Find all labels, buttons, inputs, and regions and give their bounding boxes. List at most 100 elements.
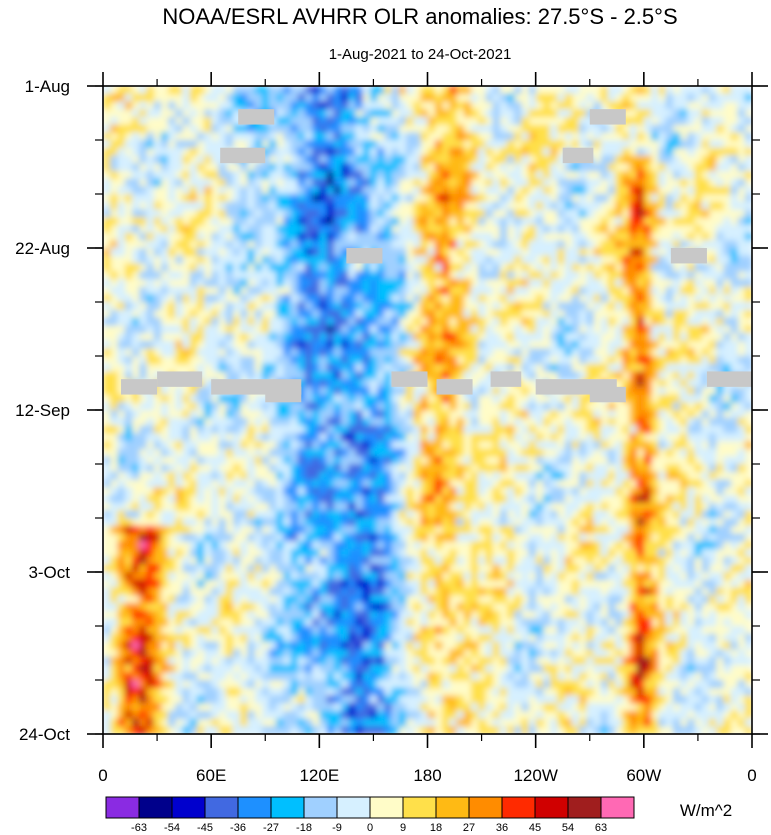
anomaly-cell	[203, 186, 212, 195]
anomaly-cell	[326, 194, 335, 203]
anomaly-cell	[463, 286, 472, 295]
anomaly-cell	[485, 140, 493, 149]
anomaly-cell	[203, 394, 212, 403]
anomaly-cell	[167, 224, 176, 234]
anomaly-cell	[665, 348, 674, 357]
anomaly-cell	[304, 494, 313, 504]
anomaly-cell	[441, 410, 450, 419]
anomaly-cell	[643, 394, 652, 403]
anomaly-cell	[622, 610, 631, 619]
anomaly-cell	[506, 579, 515, 589]
anomaly-cell	[398, 147, 407, 157]
anomaly-cell	[506, 278, 515, 288]
anomaly-cell	[254, 309, 263, 319]
anomaly-cell	[499, 317, 508, 326]
anomaly-cell	[240, 194, 248, 203]
anomaly-cell	[730, 186, 739, 195]
anomaly-cell	[701, 533, 710, 542]
anomaly-cell	[636, 340, 645, 349]
anomaly-cell	[312, 93, 320, 103]
anomaly-cell	[687, 170, 695, 180]
anomaly-cell	[420, 86, 429, 95]
anomaly-cell	[369, 641, 378, 650]
anomaly-cell	[131, 626, 140, 635]
anomaly-cell	[600, 618, 609, 627]
anomaly-cell	[261, 232, 270, 241]
anomaly-cell	[247, 232, 256, 241]
anomaly-cell	[413, 224, 421, 234]
anomaly-cell	[117, 332, 126, 342]
anomaly-cell	[333, 109, 342, 118]
anomaly-cell	[203, 140, 212, 149]
anomaly-cell	[427, 224, 436, 234]
anomaly-cell	[146, 502, 155, 511]
anomaly-cell	[521, 602, 530, 612]
anomaly-cell	[708, 456, 717, 465]
anomaly-cell	[643, 201, 652, 211]
anomaly-cell	[499, 286, 508, 295]
anomaly-cell	[485, 93, 493, 103]
anomaly-cell	[355, 602, 364, 612]
anomaly-cell	[276, 309, 284, 319]
anomaly-cell	[658, 556, 667, 565]
anomaly-cell	[586, 263, 594, 272]
anomaly-cell	[182, 332, 191, 342]
anomaly-cell	[225, 533, 234, 542]
anomaly-cell	[420, 494, 429, 504]
anomaly-cell	[434, 325, 443, 334]
anomaly-cell	[434, 479, 443, 488]
anomaly-cell	[304, 487, 313, 496]
anomaly-cell	[110, 494, 119, 504]
anomaly-cell	[405, 286, 414, 295]
anomaly-cell	[441, 255, 450, 265]
anomaly-cell	[470, 93, 479, 103]
anomaly-cell	[355, 209, 364, 218]
anomaly-cell	[405, 109, 414, 118]
anomaly-cell	[319, 471, 328, 481]
anomaly-cell	[355, 317, 364, 326]
anomaly-cell	[103, 217, 111, 226]
anomaly-cell	[715, 325, 724, 334]
anomaly-cell	[643, 618, 652, 627]
anomaly-cell	[485, 525, 493, 535]
anomaly-cell	[189, 394, 198, 403]
anomaly-cell	[276, 487, 284, 496]
anomaly-cell	[290, 93, 299, 103]
anomaly-cell	[420, 93, 429, 103]
anomaly-cell	[384, 417, 393, 427]
anomaly-cell	[600, 641, 609, 650]
anomaly-cell	[470, 556, 479, 565]
anomaly-cell	[348, 479, 356, 488]
anomaly-cell	[297, 240, 306, 249]
anomaly-cell	[405, 363, 414, 373]
anomaly-cell	[708, 286, 717, 295]
anomaly-cell	[629, 271, 638, 280]
anomaly-cell	[391, 518, 400, 527]
anomaly-cell	[405, 386, 414, 396]
anomaly-cell	[117, 464, 126, 473]
anomaly-cell	[254, 479, 263, 488]
anomaly-cell	[701, 348, 710, 357]
anomaly-cell	[319, 386, 328, 396]
anomaly-cell	[521, 263, 530, 272]
anomaly-cell	[362, 417, 371, 427]
anomaly-cell	[470, 155, 479, 164]
anomaly-cell	[535, 248, 544, 257]
anomaly-cell	[492, 440, 501, 450]
anomaly-cell	[636, 541, 645, 550]
anomaly-cell	[131, 201, 140, 211]
anomaly-cell	[420, 572, 429, 581]
anomaly-cell	[629, 433, 638, 442]
anomaly-cell	[629, 317, 638, 326]
anomaly-cell	[463, 402, 472, 411]
anomaly-cell	[283, 340, 292, 349]
anomaly-cell	[160, 572, 169, 581]
anomaly-cell	[384, 379, 393, 388]
anomaly-cell	[715, 541, 724, 550]
anomaly-cell	[391, 618, 400, 627]
anomaly-cell	[225, 564, 234, 573]
anomaly-cell	[607, 417, 616, 427]
anomaly-cell	[441, 132, 450, 141]
anomaly-cell	[276, 248, 284, 257]
anomaly-cell	[557, 572, 566, 581]
